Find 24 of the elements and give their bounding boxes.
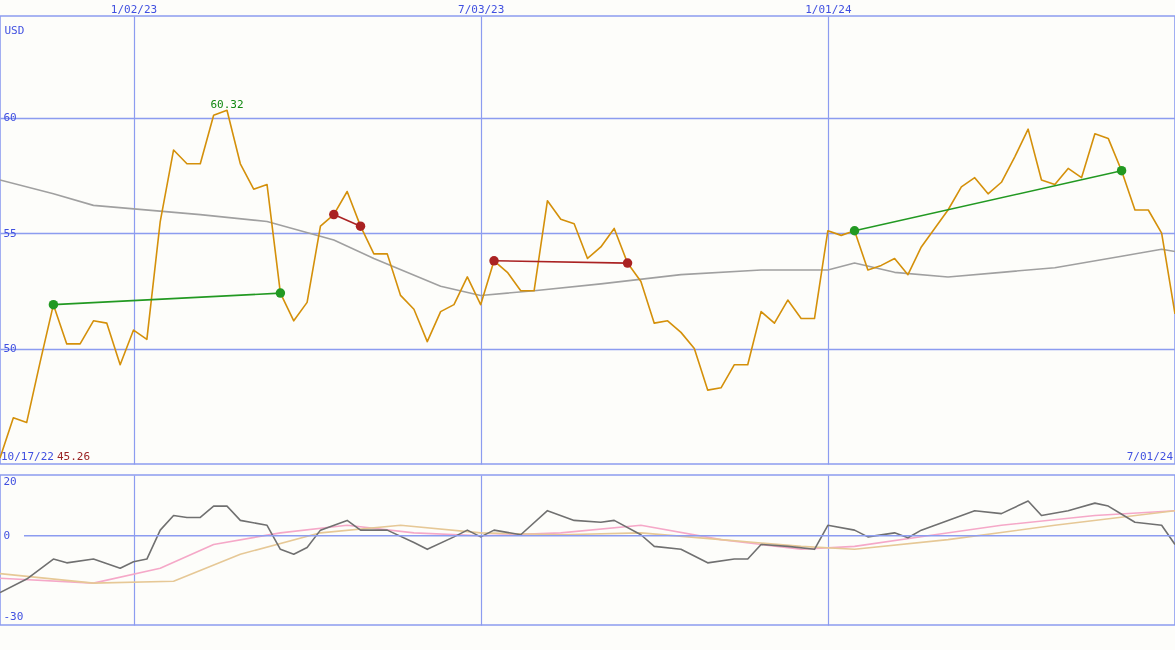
x-tick-label: 1/01/24 — [805, 2, 852, 16]
line-series — [0, 109, 1175, 459]
point — [489, 256, 499, 266]
x-tick-label: 7/03/23 — [458, 2, 505, 16]
annotation: 60.32 — [210, 98, 244, 112]
point — [355, 221, 366, 231]
y-axis-title: USD — [4, 23, 25, 37]
point — [275, 288, 286, 298]
line-series — [0, 509, 1175, 584]
point — [849, 226, 860, 236]
y-tick-label: 60 — [3, 111, 17, 125]
annotation: 10/17/22 — [1, 450, 54, 463]
y-tick-label: -30 — [3, 610, 24, 624]
line-series — [0, 179, 1175, 297]
y-tick-label: 0 — [3, 529, 11, 543]
y-tick-label: 20 — [3, 475, 17, 489]
point — [329, 209, 339, 220]
line-series — [0, 500, 1175, 594]
x-tick-label: 1/02/23 — [110, 2, 158, 16]
annotation: 45.26 — [57, 450, 91, 463]
point — [622, 258, 633, 268]
point — [1116, 165, 1127, 176]
annotation: 7/01/24 — [1126, 450, 1174, 463]
point — [48, 299, 59, 310]
